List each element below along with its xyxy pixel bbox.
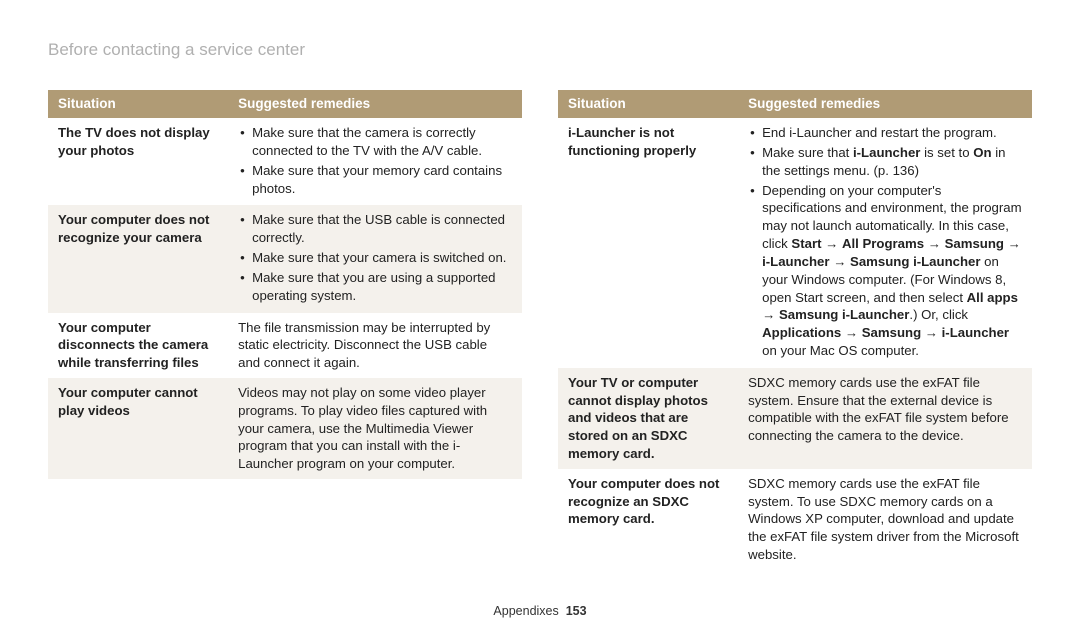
remedy-item: Make sure that i-Launcher is set to On i… <box>748 144 1022 180</box>
table-row: Your computer does not recognize an SDXC… <box>558 469 1032 570</box>
left-column: Situation Suggested remedies The TV does… <box>48 90 522 570</box>
right-tbody: i-Launcher is not functioning properlyEn… <box>558 118 1032 570</box>
situation-cell: Your TV or computer cannot display photo… <box>558 368 738 469</box>
remedy-item: Make sure that the USB cable is connecte… <box>238 211 512 247</box>
footer-label: Appendixes <box>493 604 558 618</box>
header-remedies: Suggested remedies <box>228 90 522 118</box>
remedy-cell: End i-Launcher and restart the program. M… <box>738 118 1032 368</box>
remedy-item: Make sure that your camera is switched o… <box>238 249 512 267</box>
remedy-item: Depending on your computer's specificati… <box>748 182 1022 360</box>
page-number: 153 <box>566 604 587 618</box>
remedy-text: SDXC memory cards use the exFAT file sys… <box>748 375 1008 443</box>
situation-cell: i-Launcher is not functioning properly <box>558 118 738 368</box>
situation-cell: Your computer disconnects the camera whi… <box>48 313 228 378</box>
remedy-cell: Make sure that the USB cable is connecte… <box>228 205 522 312</box>
left-tbody: The TV does not display your photos Make … <box>48 118 522 479</box>
header-situation: Situation <box>48 90 228 118</box>
situation-cell: Your computer does not recognize your ca… <box>48 205 228 312</box>
situation-cell: Your computer cannot play videos <box>48 378 228 479</box>
table-row: Your computer cannot play videosVideos m… <box>48 378 522 479</box>
remedy-cell: Make sure that the camera is correctly c… <box>228 118 522 205</box>
remedy-text: SDXC memory cards use the exFAT file sys… <box>748 476 1019 562</box>
remedy-item: Make sure that your memory card contains… <box>238 162 512 198</box>
page-footer: Appendixes 153 <box>0 604 1080 618</box>
header-remedies: Suggested remedies <box>738 90 1032 118</box>
troubleshoot-table-right: Situation Suggested remedies i-Launcher … <box>558 90 1032 570</box>
remedy-text: Videos may not play on some video player… <box>238 385 487 471</box>
remedy-cell: SDXC memory cards use the exFAT file sys… <box>738 368 1032 469</box>
remedy-item: End i-Launcher and restart the program. <box>748 124 1022 142</box>
header-situation: Situation <box>558 90 738 118</box>
situation-cell: The TV does not display your photos <box>48 118 228 205</box>
table-row: Your computer disconnects the camera whi… <box>48 313 522 378</box>
content-columns: Situation Suggested remedies The TV does… <box>48 90 1032 570</box>
table-row: Your computer does not recognize your ca… <box>48 205 522 312</box>
right-column: Situation Suggested remedies i-Launcher … <box>558 90 1032 570</box>
remedy-cell: Videos may not play on some video player… <box>228 378 522 479</box>
remedy-item: Make sure that you are using a supported… <box>238 269 512 305</box>
table-row: The TV does not display your photos Make … <box>48 118 522 205</box>
page-title: Before contacting a service center <box>48 40 1032 60</box>
troubleshoot-table-left: Situation Suggested remedies The TV does… <box>48 90 522 479</box>
table-row: i-Launcher is not functioning properlyEn… <box>558 118 1032 368</box>
remedy-cell: The file transmission may be interrupted… <box>228 313 522 378</box>
table-row: Your TV or computer cannot display photo… <box>558 368 1032 469</box>
remedy-text: The file transmission may be interrupted… <box>238 320 490 371</box>
remedy-item: Make sure that the camera is correctly c… <box>238 124 512 160</box>
situation-cell: Your computer does not recognize an SDXC… <box>558 469 738 570</box>
remedy-cell: SDXC memory cards use the exFAT file sys… <box>738 469 1032 570</box>
